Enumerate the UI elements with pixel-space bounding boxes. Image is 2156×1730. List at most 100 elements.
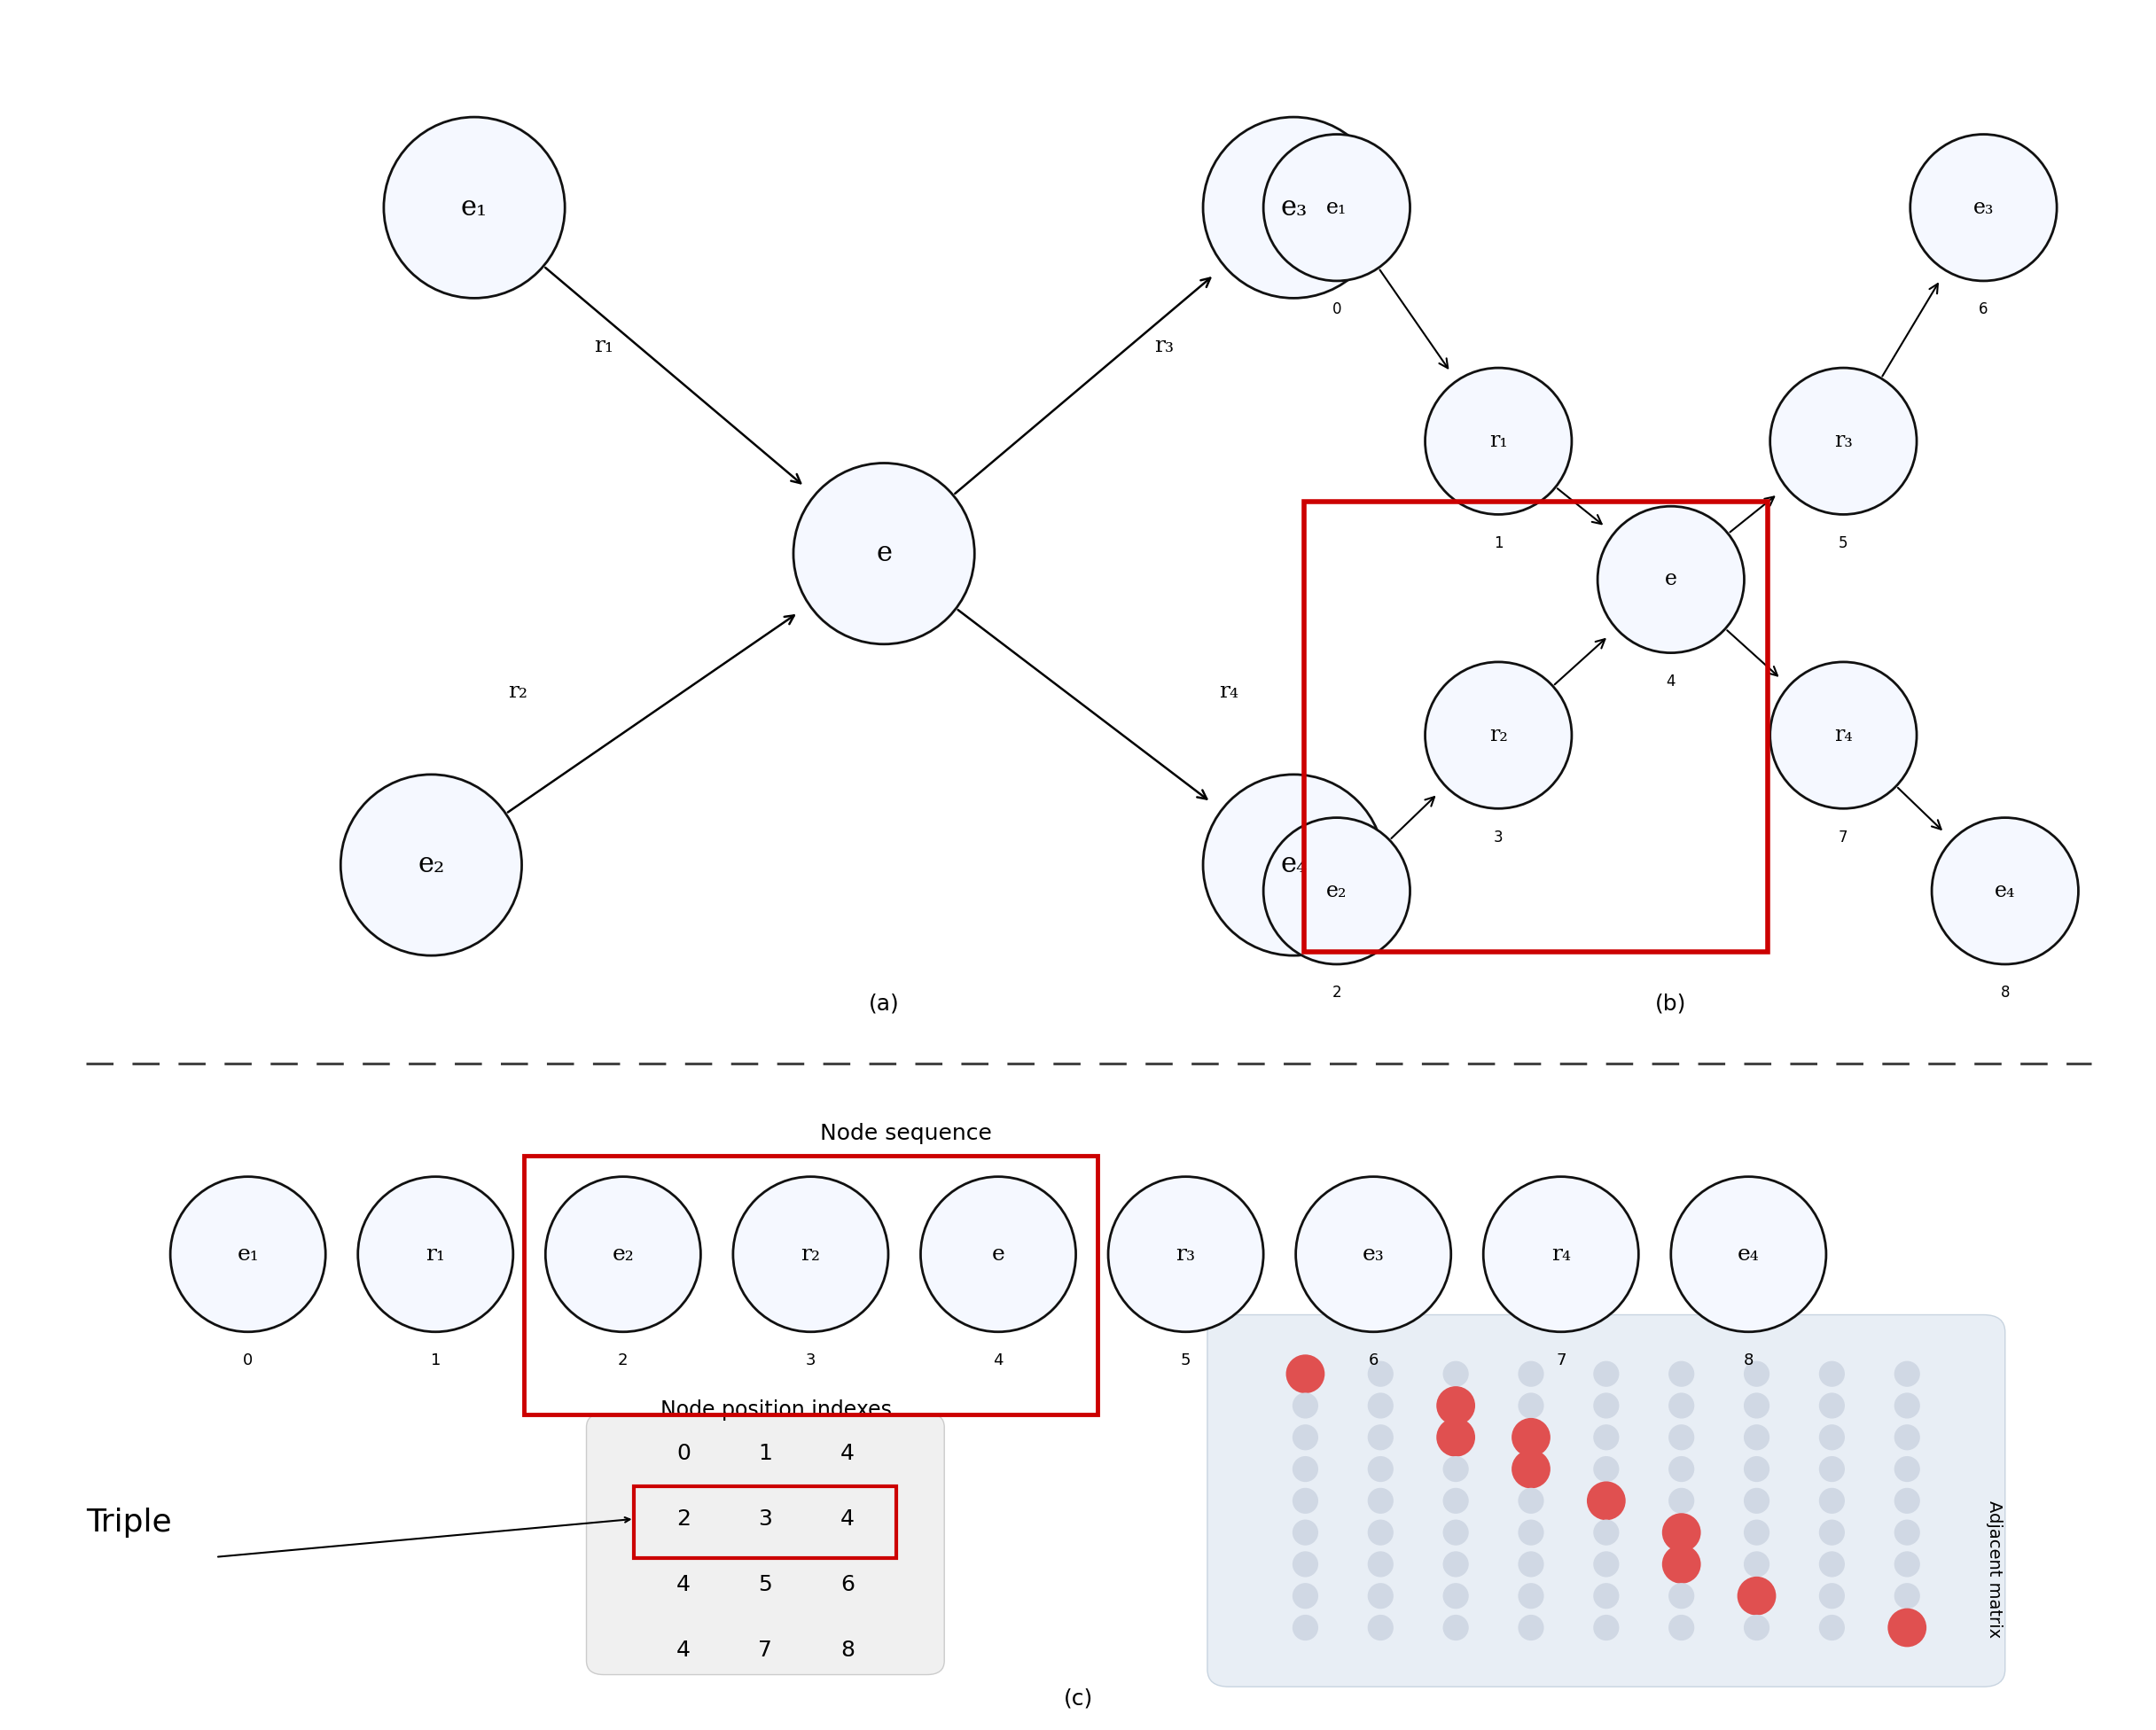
Ellipse shape <box>1285 1355 1324 1393</box>
Ellipse shape <box>1598 507 1744 652</box>
Ellipse shape <box>1518 1583 1544 1609</box>
Ellipse shape <box>1291 1457 1317 1483</box>
Ellipse shape <box>1291 1519 1317 1545</box>
Ellipse shape <box>1425 368 1572 514</box>
Text: (a): (a) <box>869 993 899 1014</box>
Text: 5: 5 <box>1839 535 1848 552</box>
Ellipse shape <box>1895 1519 1921 1545</box>
Ellipse shape <box>1263 135 1410 280</box>
Text: e₂: e₂ <box>612 1244 634 1265</box>
Text: 1: 1 <box>759 1443 772 1464</box>
Ellipse shape <box>1291 1424 1317 1450</box>
Text: 5: 5 <box>1181 1353 1190 1368</box>
Text: e: e <box>875 540 893 567</box>
Ellipse shape <box>1367 1457 1393 1483</box>
Ellipse shape <box>1593 1519 1619 1545</box>
Ellipse shape <box>1593 1424 1619 1450</box>
Ellipse shape <box>1593 1614 1619 1640</box>
Ellipse shape <box>1442 1583 1468 1609</box>
Ellipse shape <box>1820 1457 1846 1483</box>
Ellipse shape <box>1442 1362 1468 1387</box>
Ellipse shape <box>1669 1488 1695 1514</box>
Ellipse shape <box>1425 663 1572 808</box>
Ellipse shape <box>1770 368 1917 514</box>
Ellipse shape <box>1367 1362 1393 1387</box>
Ellipse shape <box>1744 1614 1770 1640</box>
Ellipse shape <box>1669 1424 1695 1450</box>
Text: r₄: r₄ <box>1218 682 1240 702</box>
Text: 6: 6 <box>1979 301 1988 318</box>
Ellipse shape <box>1442 1519 1468 1545</box>
Text: e₂: e₂ <box>418 851 444 879</box>
Text: Node position indexes: Node position indexes <box>660 1400 893 1420</box>
Text: r₄: r₄ <box>1835 725 1852 746</box>
Ellipse shape <box>1593 1583 1619 1609</box>
Ellipse shape <box>1442 1488 1468 1514</box>
Text: r₂: r₂ <box>1490 725 1507 746</box>
Text: r₃: r₃ <box>1835 431 1852 452</box>
Ellipse shape <box>1291 1583 1317 1609</box>
Ellipse shape <box>1820 1614 1846 1640</box>
Text: 0: 0 <box>1332 301 1341 318</box>
Text: r₁: r₁ <box>425 1244 446 1265</box>
Ellipse shape <box>1442 1552 1468 1578</box>
Text: 4: 4 <box>841 1509 854 1529</box>
Ellipse shape <box>1895 1583 1921 1609</box>
Ellipse shape <box>1910 135 2057 280</box>
Ellipse shape <box>1895 1362 1921 1387</box>
Ellipse shape <box>170 1176 326 1332</box>
Text: e₄: e₄ <box>1738 1244 1759 1265</box>
Ellipse shape <box>1291 1393 1317 1419</box>
Ellipse shape <box>545 1176 701 1332</box>
Ellipse shape <box>1744 1552 1770 1578</box>
Text: Node sequence: Node sequence <box>819 1123 992 1144</box>
Ellipse shape <box>1820 1552 1846 1578</box>
Text: 5: 5 <box>759 1574 772 1595</box>
Ellipse shape <box>1669 1393 1695 1419</box>
Text: 0: 0 <box>244 1353 252 1368</box>
Text: 8: 8 <box>841 1640 854 1661</box>
Ellipse shape <box>1518 1614 1544 1640</box>
Ellipse shape <box>1744 1393 1770 1419</box>
Ellipse shape <box>1367 1583 1393 1609</box>
Ellipse shape <box>1367 1393 1393 1419</box>
Ellipse shape <box>1367 1552 1393 1578</box>
Text: 7: 7 <box>759 1640 772 1661</box>
Text: e₂: e₂ <box>1326 881 1348 901</box>
Ellipse shape <box>1108 1176 1263 1332</box>
Ellipse shape <box>1518 1362 1544 1387</box>
Ellipse shape <box>1291 1488 1317 1514</box>
Ellipse shape <box>1669 1457 1695 1483</box>
Ellipse shape <box>1744 1362 1770 1387</box>
Text: e₁: e₁ <box>461 194 487 221</box>
Text: 4: 4 <box>677 1640 690 1661</box>
Ellipse shape <box>1895 1393 1921 1419</box>
Ellipse shape <box>1593 1552 1619 1578</box>
Text: 2: 2 <box>677 1509 690 1529</box>
Text: r₂: r₂ <box>800 1244 821 1265</box>
Ellipse shape <box>384 118 565 298</box>
Text: 3: 3 <box>806 1353 815 1368</box>
Text: r₁: r₁ <box>593 336 614 356</box>
Text: 8: 8 <box>1744 1353 1753 1368</box>
Text: e₁: e₁ <box>237 1244 259 1265</box>
Text: 7: 7 <box>1839 829 1848 846</box>
Ellipse shape <box>1889 1609 1927 1647</box>
Ellipse shape <box>1436 1419 1475 1457</box>
Ellipse shape <box>1203 775 1384 955</box>
Ellipse shape <box>1518 1552 1544 1578</box>
Text: e₃: e₃ <box>1363 1244 1384 1265</box>
Ellipse shape <box>1820 1362 1846 1387</box>
Text: 1: 1 <box>1494 535 1503 552</box>
Ellipse shape <box>1587 1481 1626 1521</box>
Ellipse shape <box>921 1176 1076 1332</box>
Bar <box>524 1156 1097 1415</box>
Ellipse shape <box>1895 1457 1921 1483</box>
Text: 1: 1 <box>431 1353 440 1368</box>
Text: (b): (b) <box>1656 993 1686 1014</box>
Ellipse shape <box>1662 1514 1701 1552</box>
Ellipse shape <box>1518 1519 1544 1545</box>
FancyBboxPatch shape <box>586 1413 944 1675</box>
Text: 4: 4 <box>677 1574 690 1595</box>
Ellipse shape <box>1203 118 1384 298</box>
